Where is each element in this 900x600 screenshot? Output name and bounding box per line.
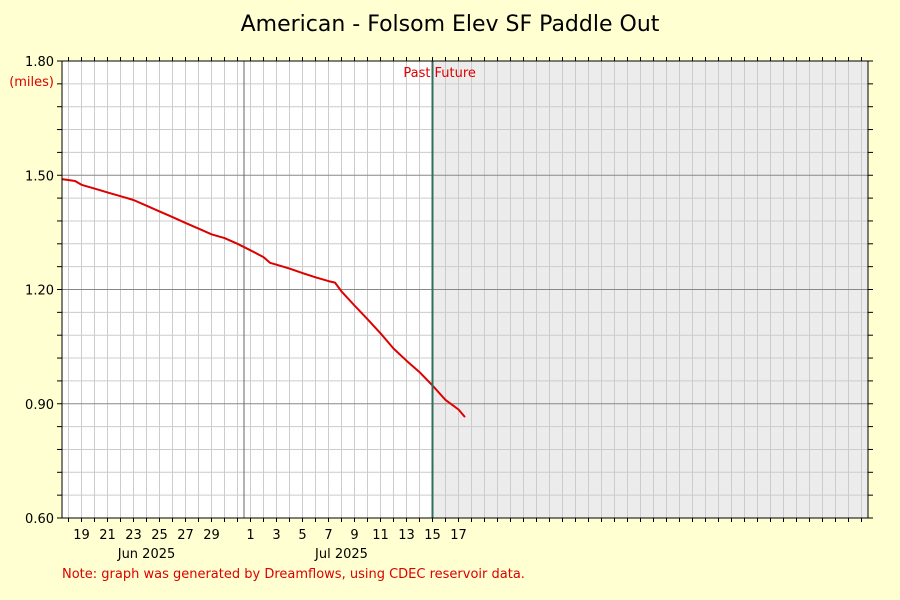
future-label: Future — [435, 66, 476, 81]
x-tick-label: 7 — [324, 528, 332, 543]
x-tick-label: 3 — [272, 528, 280, 543]
plot-border — [61, 60, 869, 519]
y-tick-label: 0.90 — [25, 398, 54, 413]
x-tick-label: 19 — [73, 528, 90, 543]
x-tick-label: 9 — [350, 528, 358, 543]
x-tick-label: 29 — [203, 528, 220, 543]
y-tick-label: 0.60 — [25, 512, 54, 527]
month-labels: Jun 2025 Jul 2025 — [117, 547, 368, 562]
x-tick-label: 17 — [450, 528, 467, 543]
y-tick-label: 1.20 — [25, 284, 54, 299]
x-tick-label: 21 — [99, 528, 116, 543]
x-tick-label: 25 — [151, 528, 168, 543]
series-layer — [61, 178, 466, 418]
chart-title: American - Folsom Elev SF Paddle Out — [240, 12, 660, 37]
y-axis-unit-label: (miles) — [9, 75, 54, 90]
x-tick-labels: 19 21 23 25 27 29 1 3 5 7 9 11 13 15 17 — [73, 528, 467, 543]
x-tick-label: 1 — [246, 528, 254, 543]
past-label: Past — [403, 66, 430, 81]
x-tick-label: 27 — [177, 528, 194, 543]
axis-ticks — [57, 57, 873, 522]
y-tick-label: 1.80 — [25, 55, 54, 70]
x-tick-label: 5 — [298, 528, 306, 543]
x-tick-label: 13 — [398, 528, 415, 543]
series-line — [61, 178, 466, 418]
month-label: Jul 2025 — [314, 547, 368, 562]
x-tick-label: 11 — [372, 528, 389, 543]
x-tick-label: 23 — [125, 528, 142, 543]
x-tick-label: 15 — [424, 528, 441, 543]
y-tick-labels: 0.60 0.90 1.20 1.50 1.80 — [25, 55, 54, 527]
month-label: Jun 2025 — [117, 547, 176, 562]
y-tick-label: 1.50 — [25, 169, 54, 184]
footnote: Note: graph was generated by Dreamflows,… — [62, 567, 525, 582]
